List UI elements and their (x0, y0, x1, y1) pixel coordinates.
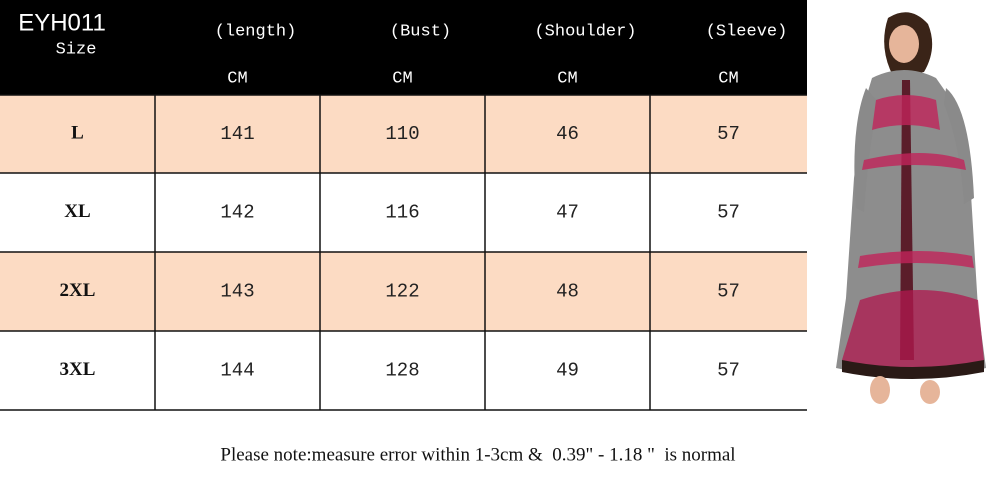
value-cell: 49 (556, 360, 579, 382)
column-unit: CM (557, 69, 577, 88)
column-name: (Bust) (390, 22, 451, 41)
value-cell: 46 (556, 123, 579, 145)
column-name: (Sleeve) (706, 22, 788, 41)
column-name: (Shoulder) (534, 22, 636, 41)
product-code: EYH011 (18, 9, 106, 36)
value-cell: 110 (385, 123, 419, 145)
value-cell: 57 (717, 281, 740, 303)
column-unit: CM (718, 69, 738, 88)
value-cell: 128 (385, 360, 419, 382)
value-cell: 116 (385, 202, 419, 224)
size-label: Size (56, 40, 97, 59)
value-cell: 47 (556, 202, 579, 224)
size-cell: XL (64, 201, 90, 222)
row-background (0, 95, 807, 173)
size-cell: 3XL (60, 359, 96, 380)
row-background (0, 173, 807, 252)
size-cell: 2XL (60, 280, 96, 301)
column-unit: CM (392, 69, 412, 88)
value-cell: 122 (385, 281, 419, 303)
column-unit: CM (227, 69, 247, 88)
value-cell: 142 (220, 202, 254, 224)
header-band (0, 0, 807, 95)
table: (length) CM (Bust) CM (Shoulder) CM (Sleeve) CM… (0, 22, 807, 411)
note: Please note:measure error within 1-3cm &… (220, 444, 735, 465)
column-name: (length) (215, 22, 297, 41)
value-cell: 144 (220, 360, 254, 382)
value-cell: 141 (220, 123, 254, 145)
value-cell: 57 (717, 123, 740, 145)
row-background (0, 331, 807, 410)
value-cell: 143 (220, 281, 254, 303)
row-background (0, 252, 807, 331)
model-photo (812, 0, 1000, 420)
value-cell: 48 (556, 281, 579, 303)
value-cell: 57 (717, 360, 740, 382)
value-cell: 57 (717, 202, 740, 224)
size-cell: L (71, 122, 84, 143)
